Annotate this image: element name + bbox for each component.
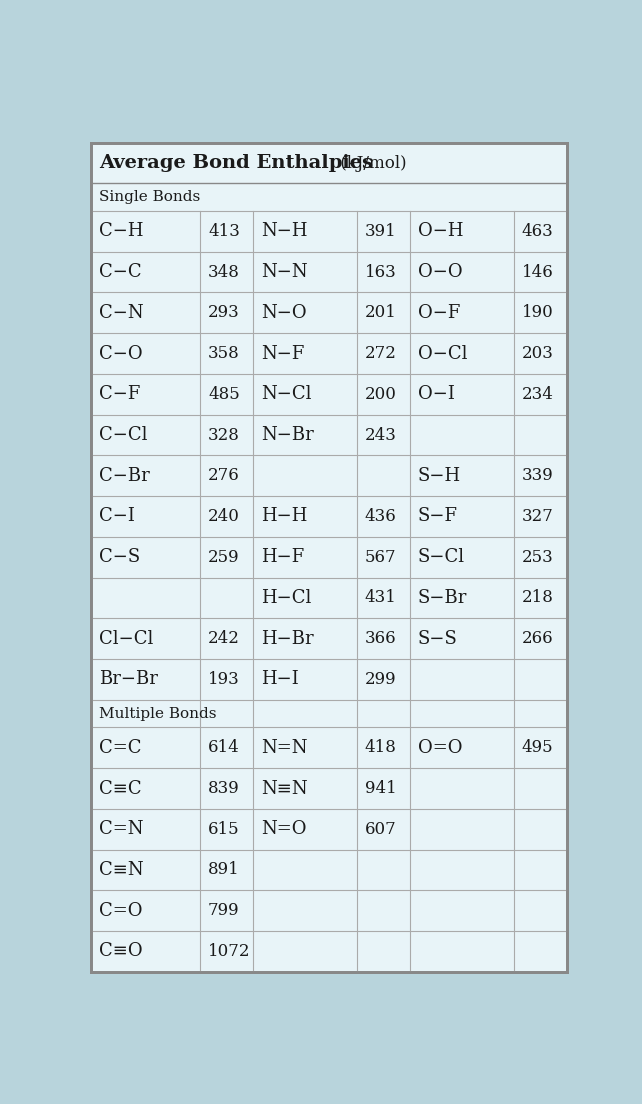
- Text: 485: 485: [208, 385, 239, 403]
- Text: C−Cl: C−Cl: [99, 426, 148, 444]
- Text: Multiple Bonds: Multiple Bonds: [99, 707, 216, 721]
- Text: O−Cl: O−Cl: [418, 344, 467, 362]
- Text: 495: 495: [521, 740, 553, 756]
- Text: Cl−Cl: Cl−Cl: [99, 629, 153, 648]
- Text: 201: 201: [365, 305, 397, 321]
- Text: 218: 218: [521, 590, 553, 606]
- Text: N−Br: N−Br: [261, 426, 314, 444]
- Text: (kJ/mol): (kJ/mol): [335, 155, 407, 172]
- Text: Single Bonds: Single Bonds: [99, 190, 200, 204]
- Text: 200: 200: [365, 385, 397, 403]
- Text: S−H: S−H: [418, 467, 461, 485]
- Text: S−Br: S−Br: [418, 588, 467, 607]
- Text: C−C: C−C: [99, 263, 141, 282]
- Text: N=N: N=N: [261, 739, 308, 757]
- Text: C−H: C−H: [99, 222, 143, 241]
- Text: 276: 276: [208, 467, 239, 485]
- Text: S−S: S−S: [418, 629, 458, 648]
- Text: 358: 358: [208, 346, 239, 362]
- Text: C≡N: C≡N: [99, 861, 143, 879]
- Text: O−F: O−F: [418, 304, 460, 322]
- Text: 146: 146: [521, 264, 553, 280]
- Text: C=O: C=O: [99, 902, 143, 920]
- Text: C−O: C−O: [99, 344, 143, 362]
- Text: H−Br: H−Br: [261, 629, 314, 648]
- Text: S−Cl: S−Cl: [418, 549, 465, 566]
- Text: C−S: C−S: [99, 549, 140, 566]
- Text: H−H: H−H: [261, 508, 308, 526]
- Text: 366: 366: [365, 630, 396, 647]
- Text: C−N: C−N: [99, 304, 143, 322]
- Text: 799: 799: [208, 902, 239, 920]
- Text: C−F: C−F: [99, 385, 140, 403]
- Text: O=O: O=O: [418, 739, 462, 757]
- Text: 163: 163: [365, 264, 397, 280]
- Text: C≡O: C≡O: [99, 943, 143, 960]
- Text: N−F: N−F: [261, 344, 304, 362]
- Text: 327: 327: [521, 508, 553, 526]
- Text: N−N: N−N: [261, 263, 308, 282]
- Text: 348: 348: [208, 264, 240, 280]
- Text: 431: 431: [365, 590, 397, 606]
- Text: O−H: O−H: [418, 222, 464, 241]
- Text: N≡N: N≡N: [261, 779, 308, 797]
- Text: 190: 190: [521, 305, 553, 321]
- Text: 418: 418: [365, 740, 397, 756]
- Text: N=O: N=O: [261, 820, 307, 838]
- Text: O−O: O−O: [418, 263, 463, 282]
- Text: 1072: 1072: [208, 943, 250, 959]
- Text: H−I: H−I: [261, 670, 299, 689]
- Text: 615: 615: [208, 820, 239, 838]
- Text: 193: 193: [208, 671, 239, 688]
- Text: O−I: O−I: [418, 385, 455, 403]
- Text: 607: 607: [365, 820, 397, 838]
- Text: 243: 243: [365, 426, 397, 444]
- Text: C=C: C=C: [99, 739, 141, 757]
- Text: Br−Br: Br−Br: [99, 670, 158, 689]
- Text: 299: 299: [365, 671, 396, 688]
- Text: 391: 391: [365, 223, 397, 240]
- Text: 203: 203: [521, 346, 553, 362]
- Text: 339: 339: [521, 467, 553, 485]
- Text: 941: 941: [365, 781, 397, 797]
- Text: 266: 266: [521, 630, 553, 647]
- Text: C=N: C=N: [99, 820, 143, 838]
- Text: N−Cl: N−Cl: [261, 385, 312, 403]
- Text: C≡C: C≡C: [99, 779, 141, 797]
- Text: 328: 328: [208, 426, 240, 444]
- Text: 242: 242: [208, 630, 240, 647]
- Text: 436: 436: [365, 508, 397, 526]
- Text: 293: 293: [208, 305, 239, 321]
- Text: 839: 839: [208, 781, 239, 797]
- Text: Average Bond Enthalpies: Average Bond Enthalpies: [99, 155, 373, 172]
- Text: 272: 272: [365, 346, 397, 362]
- Text: 234: 234: [521, 385, 553, 403]
- Text: C−Br: C−Br: [99, 467, 150, 485]
- Text: N−H: N−H: [261, 222, 308, 241]
- Text: 463: 463: [521, 223, 553, 240]
- Text: S−F: S−F: [418, 508, 458, 526]
- Text: H−Cl: H−Cl: [261, 588, 311, 607]
- Text: 259: 259: [208, 549, 239, 565]
- Text: 891: 891: [208, 861, 239, 879]
- Text: H−F: H−F: [261, 549, 304, 566]
- Text: 413: 413: [208, 223, 240, 240]
- Text: 614: 614: [208, 740, 239, 756]
- Text: 240: 240: [208, 508, 240, 526]
- Text: N−O: N−O: [261, 304, 307, 322]
- Text: 567: 567: [365, 549, 396, 565]
- Text: 253: 253: [521, 549, 553, 565]
- Text: C−I: C−I: [99, 508, 135, 526]
